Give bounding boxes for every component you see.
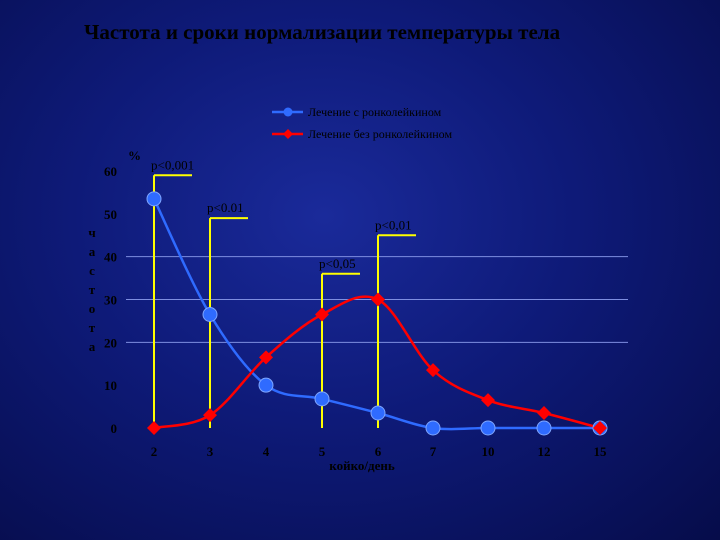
annotation-label: p<0,05: [319, 256, 356, 271]
legend-label: Лечение с ронколейкином: [308, 105, 442, 119]
slide-title: Частота и сроки нормализации температуры…: [84, 20, 561, 44]
x-tick-label: 3: [207, 444, 214, 459]
y-tick-label: 40: [104, 250, 117, 265]
x-tick-label: 4: [263, 444, 270, 459]
x-tick-label: 15: [594, 444, 608, 459]
x-tick-label: 2: [151, 444, 158, 459]
data-point-circle: [258, 377, 274, 393]
y-tick-label: 60: [104, 164, 117, 179]
y-axis-label-letter: ч: [88, 225, 95, 240]
y-tick-label: 50: [104, 207, 117, 222]
y-axis-label-letter: а: [89, 339, 96, 354]
data-point-circle: [425, 420, 441, 436]
annotation-label: p<0.01: [207, 200, 244, 215]
data-point-circle: [480, 420, 496, 436]
data-point-circle: [146, 191, 162, 207]
x-tick-label: 6: [375, 444, 382, 459]
y-unit-label: %: [128, 148, 141, 163]
data-point-circle: [370, 405, 386, 421]
y-tick-label: 20: [104, 335, 117, 350]
y-axis-label-letter: т: [89, 282, 96, 297]
x-tick-label: 12: [538, 444, 551, 459]
data-point-diamond: [203, 408, 217, 423]
legend-label: Лечение без ронколейкином: [308, 127, 452, 141]
y-tick-label: 30: [104, 293, 117, 308]
series-markers: [146, 191, 608, 436]
y-tick-label: 0: [111, 421, 118, 436]
y-axis-label-letter: с: [89, 263, 95, 278]
annotations: p<0,001 p<0.01 p<0,05 p<0,01: [151, 157, 416, 428]
data-point-diamond: [426, 363, 440, 378]
data-point-diamond: [315, 307, 329, 322]
x-tick-labels: 2 3 4 5 6 7 10 12 15: [151, 444, 607, 459]
data-point-circle: [314, 391, 330, 407]
data-point-circle: [202, 306, 218, 322]
x-tick-label: 10: [482, 444, 495, 459]
legend-marker-diamond: [283, 129, 293, 139]
y-axis-label-letter: а: [89, 244, 96, 259]
y-tick-labels: 0 10 20 30 40 50 60: [104, 164, 117, 436]
data-point-circle: [536, 420, 552, 436]
legend: Лечение с ронколейкином Лечение без ронко…: [272, 105, 452, 141]
data-point-diamond: [481, 393, 495, 408]
data-point-diamond: [259, 350, 273, 365]
data-point-diamond: [147, 421, 161, 435]
legend-marker-circle: [283, 107, 293, 117]
data-point-diamond: [537, 406, 551, 421]
annotation-label: p<0,001: [151, 157, 194, 172]
x-tick-label: 5: [319, 444, 326, 459]
x-axis-label: койко/день: [329, 458, 395, 473]
annotation-label: p<0,01: [375, 217, 412, 232]
data-point-diamond: [593, 421, 607, 435]
y-axis-label-letter: о: [89, 301, 96, 316]
y-tick-label: 10: [104, 378, 117, 393]
x-tick-label: 7: [430, 444, 437, 459]
data-point-diamond: [371, 292, 385, 307]
y-axis-label-letter: т: [89, 320, 96, 335]
